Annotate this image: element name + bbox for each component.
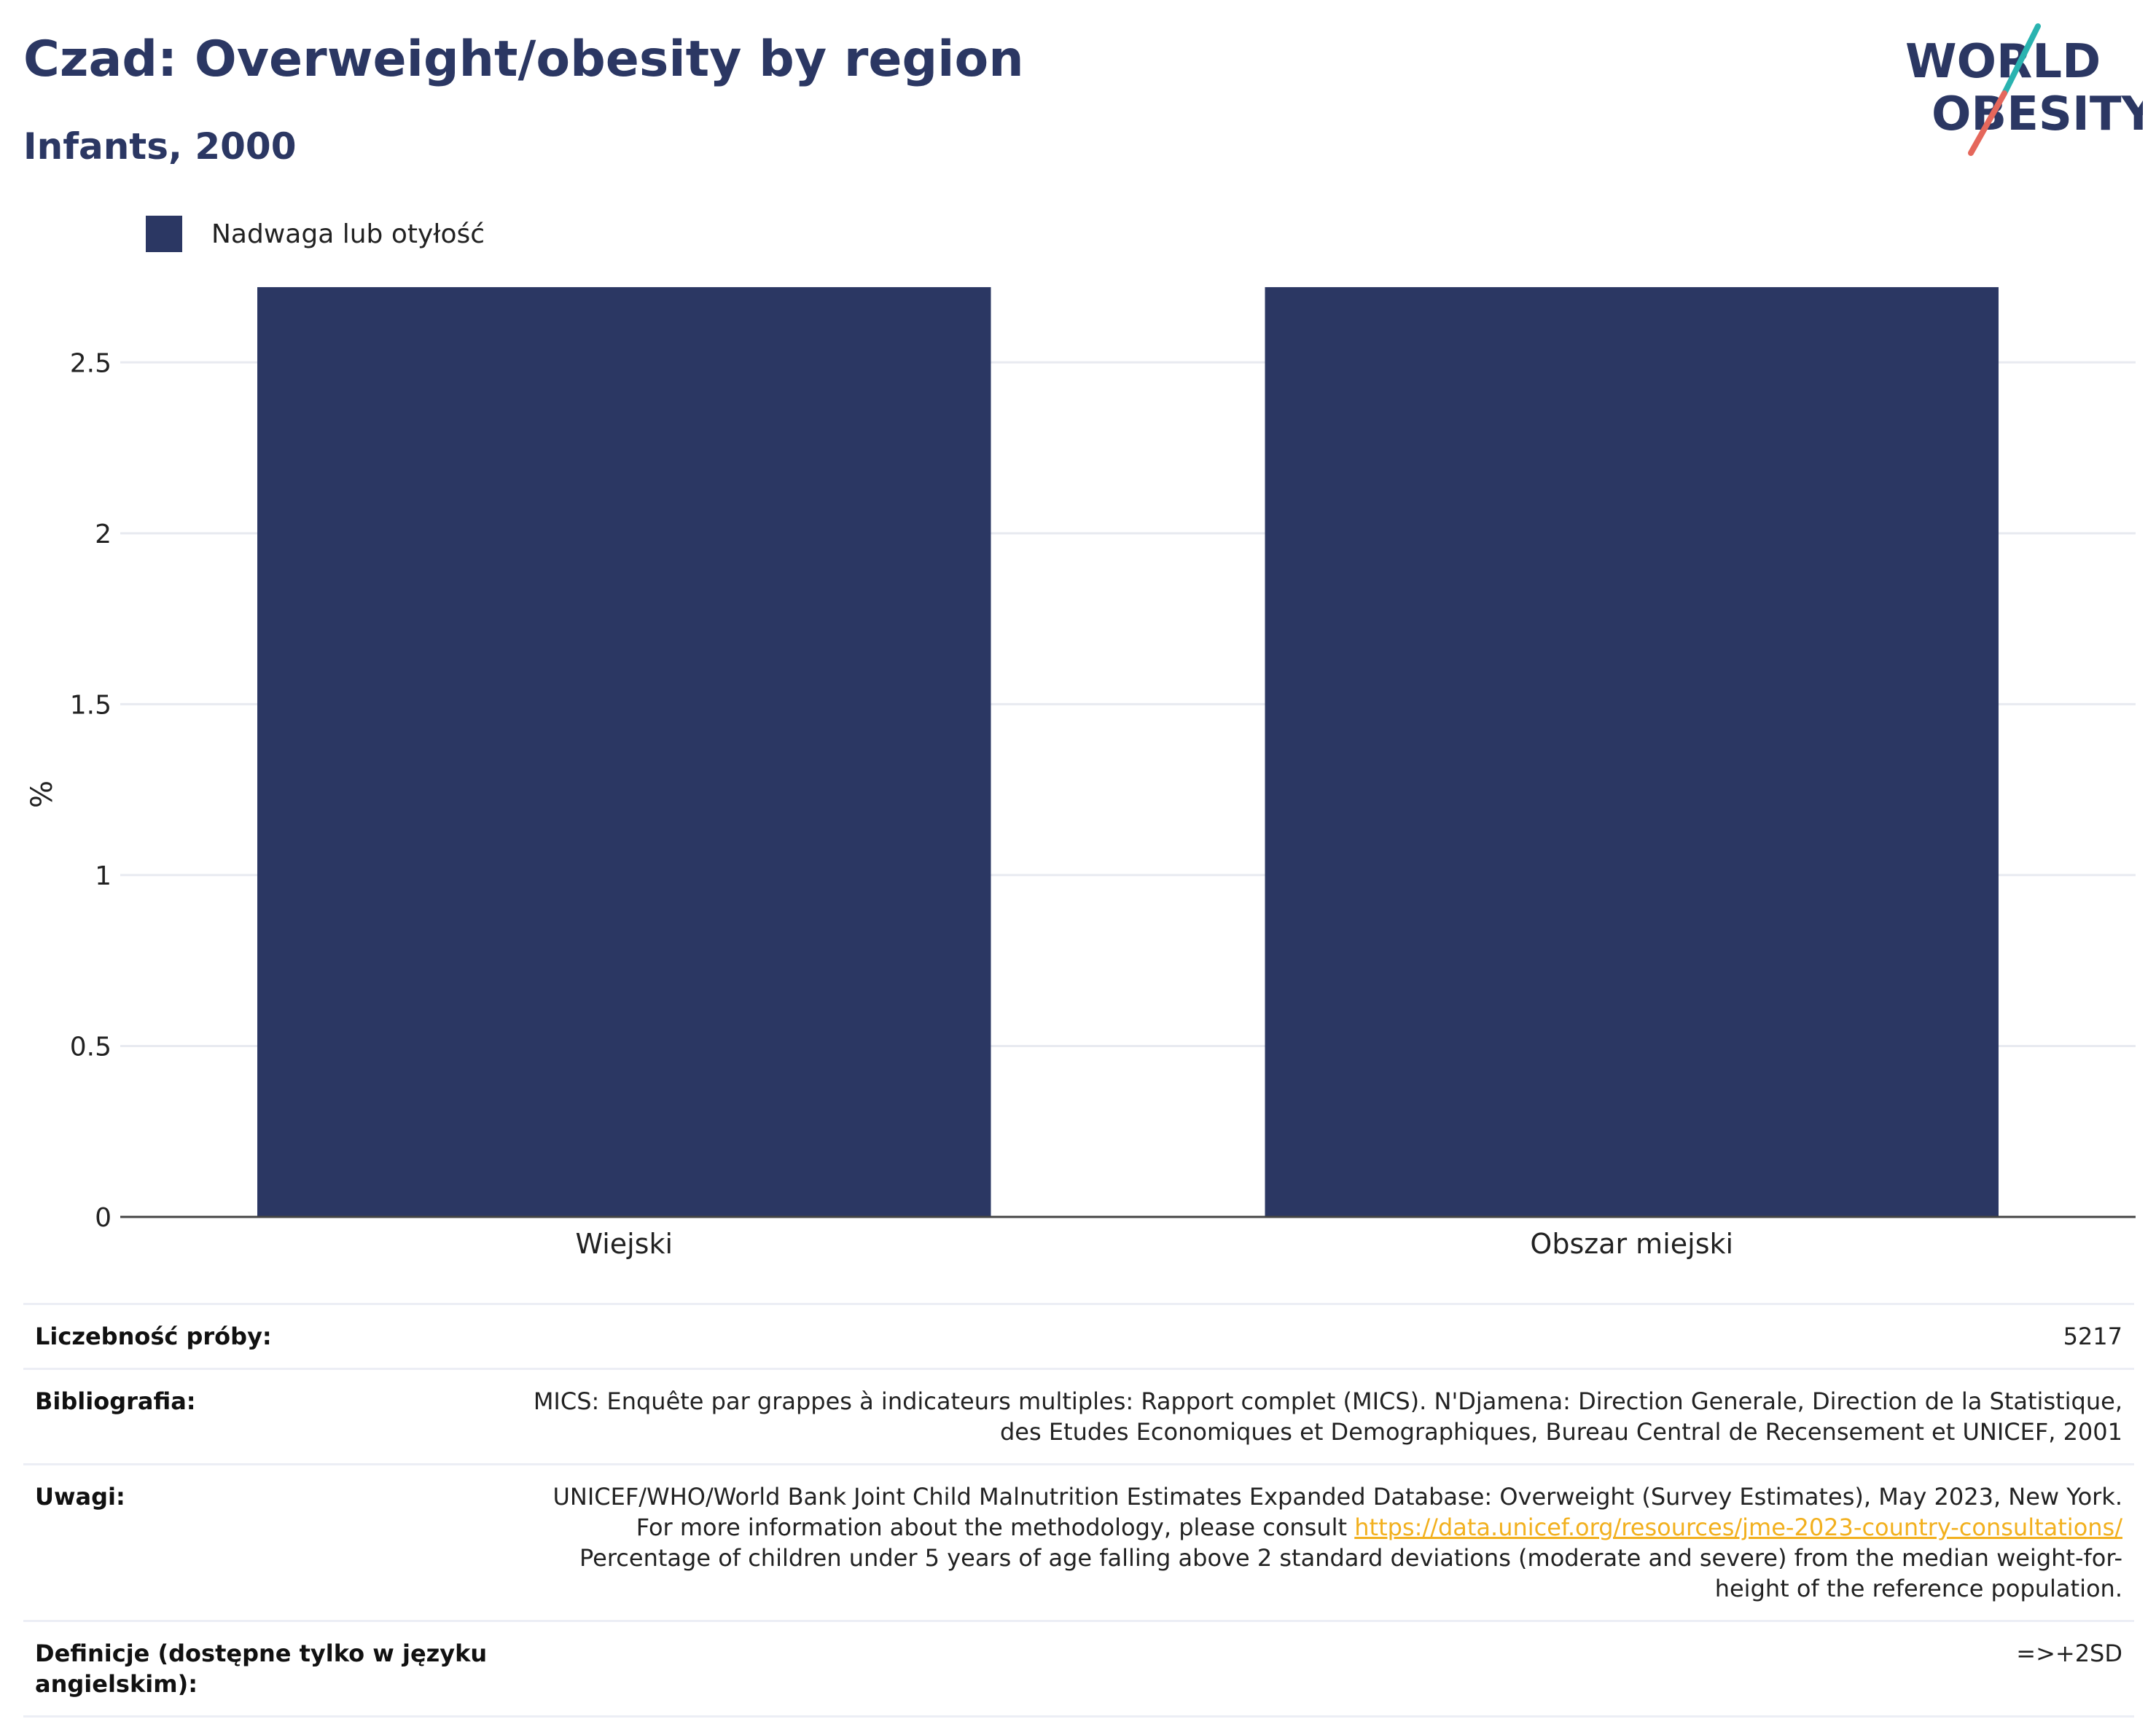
bibliography-value: MICS: Enquête par grappes à indicateurs … [533, 1387, 2122, 1446]
y-tick-label: 2.5 [70, 348, 112, 378]
chart-title: Czad: Overweight/obesity by region [23, 31, 1024, 88]
legend: Nadwaga lub otyłość [146, 216, 485, 252]
x-tick-label: Wiejski [575, 1228, 673, 1260]
x-tick-label: Obszar miejski [1530, 1228, 1733, 1260]
bar [257, 287, 991, 1217]
sample-value: 5217 [2063, 1323, 2122, 1350]
bar [1265, 287, 1999, 1217]
sample-label: Liczebność próby: [35, 1323, 272, 1350]
chart-subtitle: Infants, 2000 [23, 125, 297, 168]
y-tick-label: 1.5 [70, 690, 112, 720]
bar-chart: 0 0.5 1 1.5 2 2.5 Wiejski Obszar miejski [70, 287, 2136, 1260]
world-obesity-logo: WORLD OBESITY [1905, 23, 2143, 156]
definitions-value: =>+2SD [2016, 1640, 2122, 1667]
info-row-notes: Uwagi: UNICEF/WHO/World Bank Joint Child… [23, 1463, 2134, 1620]
bibliography-label: Bibliografia: [35, 1387, 196, 1415]
info-row-sample: Liczebność próby: 5217 [23, 1303, 2134, 1368]
notes-text-definition: Percentage of children under 5 years of … [579, 1544, 2122, 1602]
logo-line2: OBESITY [1932, 87, 2143, 141]
logo-line1: WORLD [1905, 35, 2101, 89]
info-row-definitions: Definicje (dostępne tylko w języku angie… [23, 1620, 2134, 1718]
legend-swatch [146, 216, 182, 252]
info-row-bibliography: Bibliografia: MICS: Enquête par grappes … [23, 1368, 2134, 1463]
legend-label: Nadwaga lub otyłość [211, 219, 485, 249]
y-tick-label: 1 [95, 861, 112, 891]
y-tick-label: 0 [95, 1203, 112, 1233]
methodology-link[interactable]: https://data.unicef.org/resources/jme-20… [1354, 1513, 2122, 1541]
notes-text: UNICEF/WHO/World Bank Joint Child Malnut… [552, 1483, 2123, 1541]
notes-label: Uwagi: [35, 1483, 125, 1511]
y-tick-label: 2 [95, 520, 112, 549]
info-table: Liczebność próby: 5217 Bibliografia: MIC… [23, 1303, 2134, 1718]
notes-value: UNICEF/WHO/World Bank Joint Child Malnut… [519, 1481, 2123, 1604]
definitions-label: Definicje (dostępne tylko w języku angie… [35, 1640, 488, 1698]
y-tick-label: 0.5 [70, 1032, 112, 1062]
